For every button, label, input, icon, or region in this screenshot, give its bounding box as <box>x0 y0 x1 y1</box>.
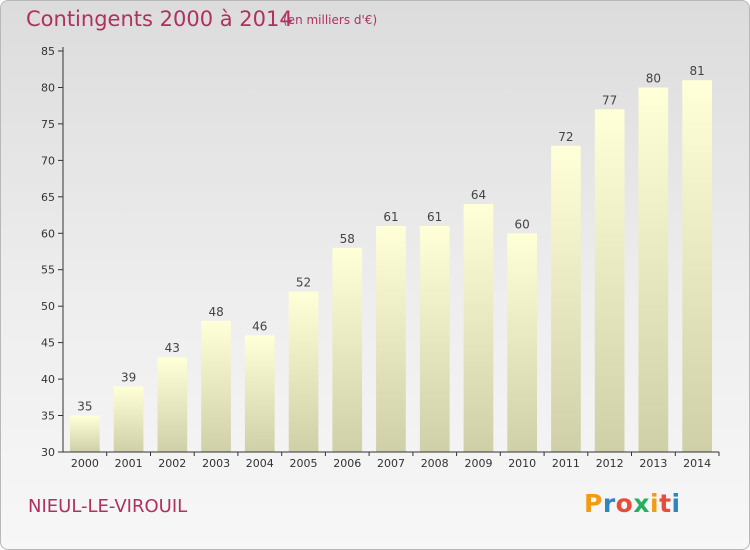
bar-2009 <box>463 204 494 452</box>
y-tick-label-60: 60 <box>41 227 55 240</box>
x-tick-label-2004: 2004 <box>246 457 274 470</box>
x-tick-label-2011: 2011 <box>552 457 580 470</box>
logo-letter: t <box>659 489 672 518</box>
value-label-2013: 80 <box>646 72 661 86</box>
y-tick-label-75: 75 <box>41 118 55 131</box>
bar-2014 <box>682 80 712 452</box>
value-label-2007: 61 <box>383 210 398 224</box>
proxiti-logo: Proxiti <box>584 489 681 518</box>
bar-2005 <box>288 291 319 452</box>
y-tick-label-70: 70 <box>41 154 55 167</box>
chart-subtitle: (en milliers d'€) <box>283 13 378 27</box>
x-tick-label-2000: 2000 <box>71 457 99 470</box>
x-tick-label-2008: 2008 <box>421 457 449 470</box>
x-tick-label-2010: 2010 <box>508 457 536 470</box>
logo-letter: o <box>615 489 634 518</box>
bar-2011 <box>551 145 581 453</box>
y-tick-label-50: 50 <box>41 300 55 313</box>
bar-2012 <box>594 109 625 453</box>
logo-letter: x <box>633 489 650 518</box>
bar-2007 <box>376 226 406 452</box>
value-label-2002: 43 <box>165 341 180 355</box>
bar-2013 <box>638 87 669 452</box>
bar-2010 <box>507 233 537 452</box>
bar-2003 <box>201 320 231 452</box>
bar-2001 <box>113 386 144 452</box>
x-tick-label-2001: 2001 <box>115 457 143 470</box>
place-name: NIEUL-LE-VIROUIL <box>28 496 188 517</box>
value-label-2003: 48 <box>208 305 223 319</box>
value-label-2005: 52 <box>296 276 311 290</box>
x-tick-label-2005: 2005 <box>290 457 318 470</box>
y-tick-label-80: 80 <box>41 82 55 95</box>
x-tick-label-2012: 2012 <box>596 457 624 470</box>
logo-letter: i <box>671 489 681 518</box>
bar-2004 <box>244 335 275 452</box>
value-label-2014: 81 <box>689 64 704 78</box>
x-tick-label-2002: 2002 <box>158 457 186 470</box>
logo-letter: P <box>584 489 603 518</box>
y-tick-label-55: 55 <box>41 264 55 277</box>
x-tick-label-2013: 2013 <box>639 457 667 470</box>
bar-2002 <box>157 357 188 452</box>
y-tick-label-65: 65 <box>41 191 55 204</box>
value-label-2012: 77 <box>602 93 617 107</box>
value-label-2009: 64 <box>471 188 486 202</box>
x-tick-label-2006: 2006 <box>333 457 361 470</box>
value-label-2000: 35 <box>77 400 92 414</box>
bar-2008 <box>419 226 450 452</box>
x-tick-label-2014: 2014 <box>683 457 711 470</box>
y-tick-label-30: 30 <box>41 446 55 459</box>
logo-letter: r <box>602 489 616 518</box>
value-label-2001: 39 <box>121 370 136 384</box>
value-label-2010: 60 <box>515 217 530 231</box>
bar-2006 <box>332 247 363 452</box>
y-tick-label-35: 35 <box>41 410 55 423</box>
chart-title: Contingents 2000 à 2014 <box>26 7 293 31</box>
logo-letter: i <box>650 489 660 518</box>
x-tick-label-2003: 2003 <box>202 457 230 470</box>
y-tick-label-85: 85 <box>41 45 55 58</box>
value-label-2011: 72 <box>558 130 573 144</box>
x-tick-label-2009: 2009 <box>465 457 493 470</box>
y-tick-label-45: 45 <box>41 337 55 350</box>
value-label-2006: 58 <box>340 232 355 246</box>
value-label-2008: 61 <box>427 210 442 224</box>
value-label-2004: 46 <box>252 319 267 333</box>
y-tick-label-40: 40 <box>41 373 55 386</box>
x-tick-label-2007: 2007 <box>377 457 405 470</box>
bar-2000 <box>70 415 100 452</box>
